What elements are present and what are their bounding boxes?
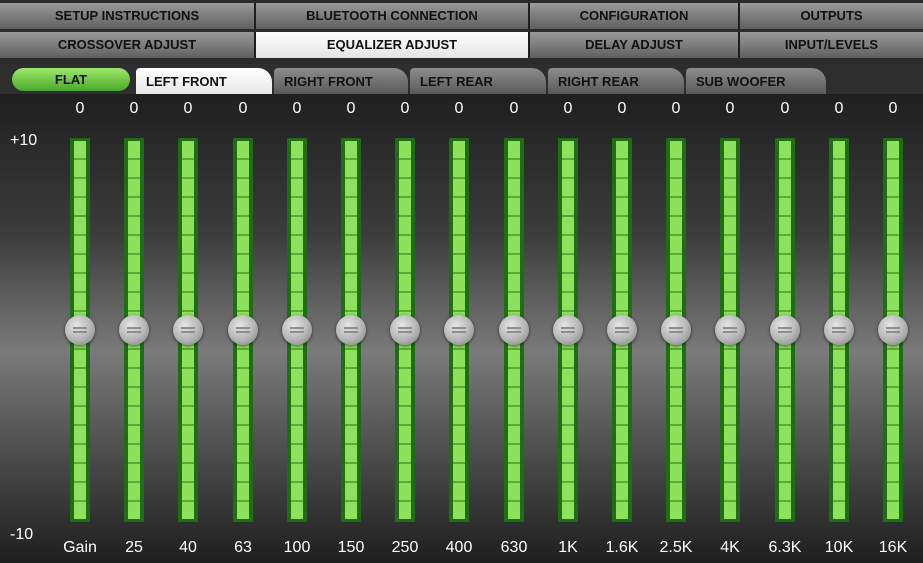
- nav-row-adjust: CROSSOVER ADJUST EQUALIZER ADJUST DELAY …: [0, 32, 923, 58]
- band-frequency-label: 6.3K: [768, 539, 802, 556]
- band-frequency-label: 100: [283, 539, 311, 556]
- band-gain-value: 0: [617, 100, 627, 117]
- eq-band: 0 2.5K: [654, 94, 698, 563]
- band-gain-value: 0: [129, 100, 139, 117]
- band-frequency-label: 1K: [558, 539, 578, 556]
- eq-band: 0 25: [112, 94, 156, 563]
- eq-slider-knob[interactable]: [228, 315, 258, 345]
- scale-min-label: -10: [10, 526, 34, 543]
- band-frequency-label: 40: [179, 539, 197, 556]
- tab-left-rear[interactable]: LEFT REAR: [410, 68, 546, 94]
- eq-slider-knob[interactable]: [607, 315, 637, 345]
- scale-max-label: +10: [10, 132, 38, 149]
- nav-delay-adjust[interactable]: DELAY ADJUST: [530, 32, 740, 58]
- band-gain-value: 0: [888, 100, 898, 117]
- band-frequency-label: Gain: [63, 539, 97, 556]
- eq-slider-knob[interactable]: [390, 315, 420, 345]
- band-frequency-label: 150: [337, 539, 365, 556]
- tab-right-rear[interactable]: RIGHT REAR: [548, 68, 684, 94]
- band-gain-value: 0: [725, 100, 735, 117]
- band-frequency-label: 630: [500, 539, 528, 556]
- eq-band: 0 Gain: [58, 94, 102, 563]
- eq-slider-knob[interactable]: [173, 315, 203, 345]
- eq-band: 0 10K: [817, 94, 861, 563]
- tab-sub-woofer[interactable]: SUB WOOFER: [686, 68, 826, 94]
- eq-slider-knob[interactable]: [824, 315, 854, 345]
- eq-slider-knob[interactable]: [282, 315, 312, 345]
- eq-slider-knob[interactable]: [553, 315, 583, 345]
- band-frequency-label: 400: [445, 539, 473, 556]
- band-frequency-label: 63: [234, 539, 252, 556]
- tab-right-front[interactable]: RIGHT FRONT: [274, 68, 408, 94]
- eq-slider-knob[interactable]: [499, 315, 529, 345]
- band-gain-value: 0: [183, 100, 193, 117]
- band-gain-value: 0: [671, 100, 681, 117]
- eq-band: 0 400: [437, 94, 481, 563]
- eq-band: 0 630: [492, 94, 536, 563]
- band-gain-value: 0: [346, 100, 356, 117]
- band-gain-value: 0: [834, 100, 844, 117]
- band-frequency-label: 4K: [720, 539, 740, 556]
- eq-band: 0 1.6K: [600, 94, 644, 563]
- band-gain-value: 0: [238, 100, 248, 117]
- band-frequency-label: 2.5K: [659, 539, 693, 556]
- nav-crossover-adjust[interactable]: CROSSOVER ADJUST: [0, 32, 256, 58]
- nav-bluetooth-connection[interactable]: BLUETOOTH CONNECTION: [256, 3, 530, 29]
- band-gain-value: 0: [75, 100, 85, 117]
- band-gain-value: 0: [454, 100, 464, 117]
- band-gain-value: 0: [292, 100, 302, 117]
- nav-row-main: SETUP INSTRUCTIONS BLUETOOTH CONNECTION …: [0, 3, 923, 29]
- band-frequency-label: 10K: [824, 539, 854, 556]
- band-frequency-label: 25: [125, 539, 143, 556]
- tab-left-front[interactable]: LEFT FRONT: [136, 68, 272, 94]
- eq-slider-knob[interactable]: [444, 315, 474, 345]
- band-gain-value: 0: [509, 100, 519, 117]
- eq-band: 0 6.3K: [763, 94, 807, 563]
- eq-band: 0 1K: [546, 94, 590, 563]
- nav-input-levels[interactable]: INPUT/LEVELS: [740, 32, 923, 58]
- band-gain-value: 0: [780, 100, 790, 117]
- band-frequency-label: 16K: [878, 539, 908, 556]
- eq-slider-knob[interactable]: [119, 315, 149, 345]
- eq-slider-knob[interactable]: [336, 315, 366, 345]
- eq-band: 0 16K: [871, 94, 915, 563]
- eq-band: 0 4K: [708, 94, 752, 563]
- nav-equalizer-adjust[interactable]: EQUALIZER ADJUST: [256, 32, 530, 58]
- band-gain-value: 0: [563, 100, 573, 117]
- eq-band: 0 150: [329, 94, 373, 563]
- eq-slider-knob[interactable]: [65, 315, 95, 345]
- eq-slider-knob[interactable]: [770, 315, 800, 345]
- eq-slider-knob[interactable]: [661, 315, 691, 345]
- band-frequency-label: 1.6K: [605, 539, 639, 556]
- eq-slider-knob[interactable]: [878, 315, 908, 345]
- channel-tab-strip: LEFT FRONT RIGHT FRONT LEFT REAR RIGHT R…: [0, 64, 923, 94]
- nav-configuration[interactable]: CONFIGURATION: [530, 3, 740, 29]
- equalizer-panel: +10 -10 0 Gain 0 25 0 40 0 63 0 100 0 150 0 250 0 400 0 6…: [0, 94, 923, 563]
- band-frequency-label: 250: [391, 539, 419, 556]
- eq-slider-knob[interactable]: [715, 315, 745, 345]
- nav-outputs[interactable]: OUTPUTS: [740, 3, 923, 29]
- eq-band: 0 250: [383, 94, 427, 563]
- eq-band: 0 40: [166, 94, 210, 563]
- nav-setup-instructions[interactable]: SETUP INSTRUCTIONS: [0, 3, 256, 29]
- flat-button[interactable]: FLAT: [12, 68, 130, 91]
- eq-band: 0 63: [221, 94, 265, 563]
- eq-band: 0 100: [275, 94, 319, 563]
- band-gain-value: 0: [400, 100, 410, 117]
